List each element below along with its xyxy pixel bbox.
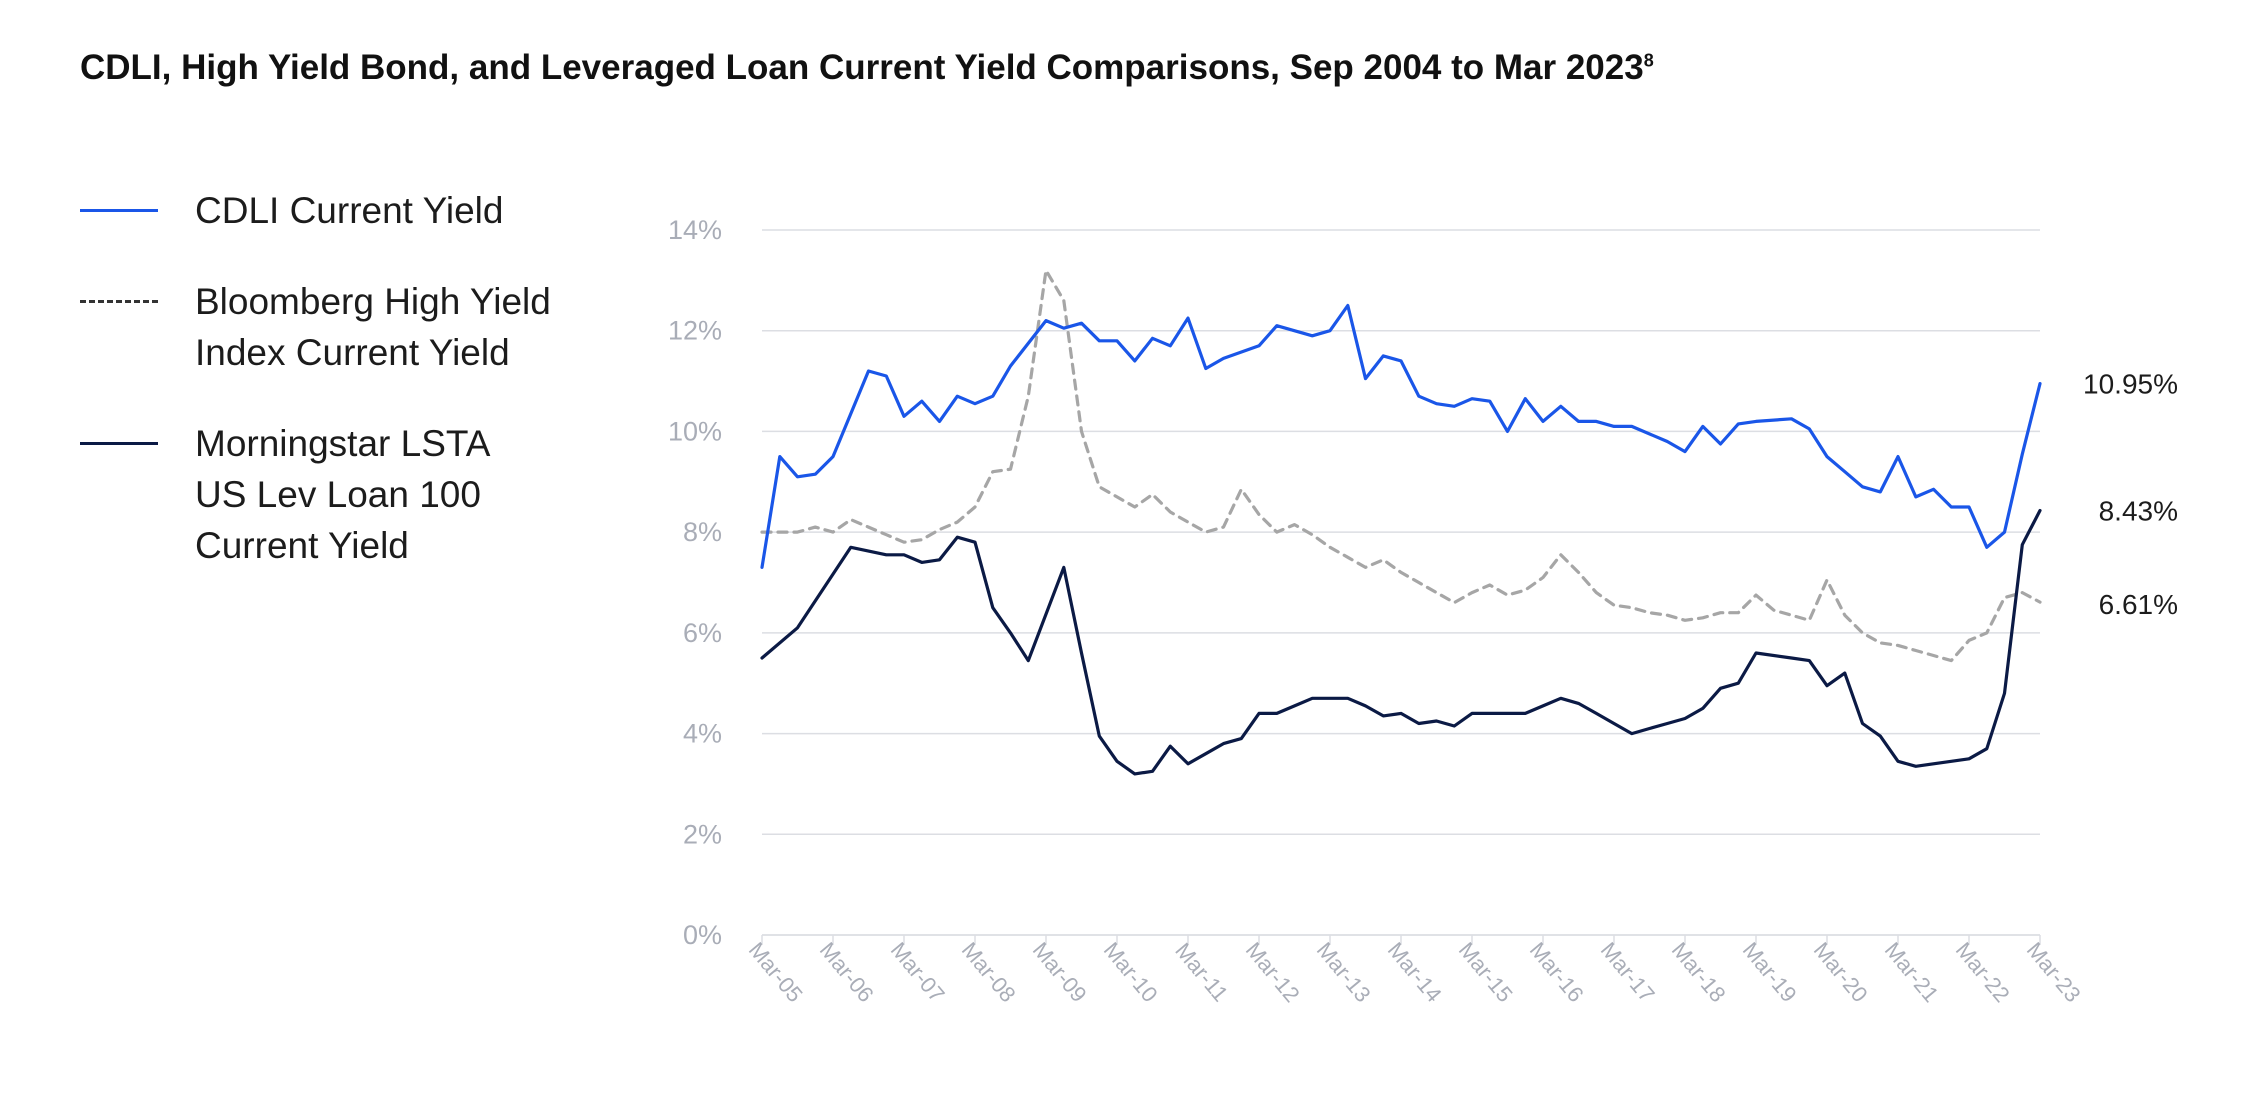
series-line-cdli [760, 303, 2042, 570]
legend-label-lev-loan: Morningstar LSTA US Lev Loan 100 Current… [195, 423, 491, 566]
y-tick-label: 0% [683, 920, 722, 950]
legend-swatch-high-yield [80, 300, 158, 303]
end-labels: 10.95% 6.61% 8.43% [2083, 369, 2178, 621]
x-tick-label: Mar-16 [1525, 937, 1589, 1006]
y-tick-label: 2% [683, 819, 722, 849]
x-tick-label: Mar-07 [886, 937, 950, 1006]
y-tick-label: 14% [668, 215, 722, 245]
y-tick-label: 6% [683, 618, 722, 648]
chart-title-text: CDLI, High Yield Bond, and Leveraged Loa… [80, 48, 1644, 87]
chart-title: CDLI, High Yield Bond, and Leveraged Loa… [80, 48, 1654, 88]
y-tick-label: 4% [683, 719, 722, 749]
title-footnote: 8 [1643, 50, 1654, 71]
legend-swatch-cdli [80, 209, 158, 212]
x-tick-label: Mar-14 [1383, 937, 1447, 1006]
x-tick-label: Mar-09 [1028, 937, 1092, 1006]
x-tick-label: Mar-08 [957, 937, 1021, 1006]
x-tick-label: Mar-19 [1738, 937, 1802, 1006]
legend-item-cdli: CDLI Current Yield [80, 185, 640, 236]
x-axis-ticks: Mar-05 Mar-06 Mar-07 Mar-08 Mar-09 Mar-10 Mar-… [744, 934, 2086, 1007]
legend-item-high-yield: Bloomberg High Yield Index Current Yield [80, 276, 640, 378]
grid-lines [762, 229, 2040, 936]
y-tick-label: 10% [668, 416, 722, 446]
legend-item-lev-loan: Morningstar LSTA US Lev Loan 100 Current… [80, 418, 640, 571]
x-tick-label: Mar-23 [2022, 937, 2086, 1006]
x-tick-label: Mar-06 [815, 937, 879, 1006]
legend-label-high-yield: Bloomberg High Yield Index Current Yield [195, 281, 551, 373]
y-axis-ticks: 0% 2% 4% 6% 8% 10% 12% 14% [668, 215, 722, 950]
x-tick-label: Mar-21 [1880, 937, 1944, 1006]
series-line-high-yield [760, 268, 2042, 663]
x-tick-label: Mar-17 [1596, 937, 1660, 1006]
x-tick-label: Mar-10 [1099, 937, 1163, 1006]
end-label-cdli: 10.95% [2083, 369, 2178, 400]
x-tick-label: Mar-05 [744, 937, 808, 1006]
x-tick-label: Mar-13 [1312, 937, 1376, 1006]
y-tick-label: 8% [683, 517, 722, 547]
legend-label-cdli: CDLI Current Yield [195, 190, 504, 231]
x-tick-label: Mar-12 [1241, 937, 1305, 1006]
x-tick-label: Mar-11 [1170, 938, 1233, 1006]
series-line-lev-loan [760, 508, 2042, 776]
x-tick-label: Mar-20 [1809, 937, 1873, 1006]
x-tick-label: Mar-15 [1454, 937, 1518, 1006]
x-tick-label: Mar-22 [1951, 937, 2015, 1006]
end-label-high-yield: 6.61% [2099, 589, 2178, 620]
series-lines [760, 268, 2042, 776]
end-label-lev-loan: 8.43% [2099, 495, 2178, 526]
y-tick-label: 12% [668, 316, 722, 346]
legend: CDLI Current Yield Bloomberg High Yield … [80, 185, 640, 611]
x-tick-label: Mar-18 [1667, 937, 1731, 1006]
legend-swatch-lev-loan [80, 442, 158, 445]
